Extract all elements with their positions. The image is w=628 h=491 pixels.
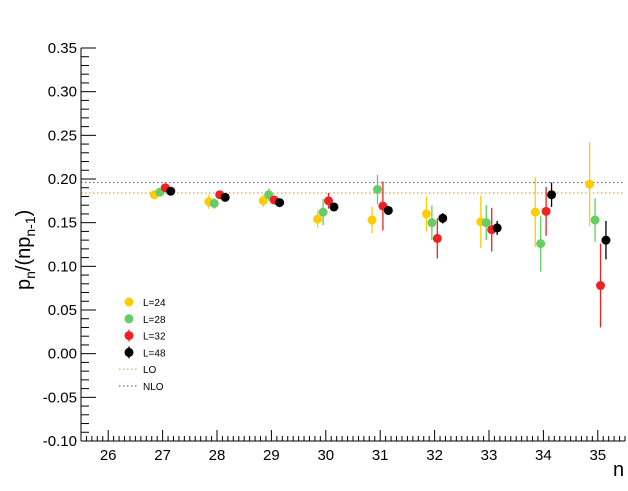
y-tick-label: 0.10: [48, 258, 77, 275]
data-point: [590, 215, 600, 225]
series-l-32: [160, 181, 606, 328]
legend-label: L=32: [143, 332, 166, 343]
data-point: [383, 205, 393, 215]
y-tick-label: -0.05: [43, 389, 77, 406]
data-point: [258, 196, 268, 206]
x-tick-label: 34: [535, 447, 552, 464]
data-point: [432, 233, 442, 243]
data-point: [547, 190, 557, 200]
y-tick-label: 0.25: [48, 127, 77, 144]
legend-marker-icon: [124, 297, 134, 307]
data-point: [530, 207, 540, 217]
legend-item-l-24: L=24: [124, 297, 166, 309]
data-point: [209, 198, 219, 208]
series-l-24: [149, 142, 595, 248]
legend-marker-icon: [124, 314, 134, 324]
y-title-sub1: n: [22, 271, 38, 279]
data-point: [601, 235, 611, 245]
legend-label: LO: [143, 365, 157, 376]
legend-label: L=24: [143, 298, 166, 309]
series-layer: [149, 142, 611, 328]
data-point: [427, 218, 437, 228]
data-point: [275, 198, 285, 208]
legend-item-lo: LO: [119, 365, 157, 376]
legend-marker-icon: [124, 347, 134, 357]
legend-item-l-32: L=32: [124, 329, 166, 343]
y-axis-title: pn/(npn-1): [13, 210, 38, 290]
legend-label: L=48: [143, 348, 166, 359]
data-point: [481, 218, 491, 228]
x-tick-label: 33: [481, 447, 498, 464]
data-point: [220, 192, 230, 202]
series-l-28: [155, 174, 600, 272]
data-point: [329, 202, 339, 212]
legend-item-l-28: L=28: [124, 314, 166, 326]
data-point: [536, 239, 546, 249]
legend-label: L=28: [143, 315, 166, 326]
x-tick-label: 32: [426, 447, 443, 464]
y-tick-label: -0.10: [43, 433, 77, 450]
legend: L=24 L=28 L=32 L=48 LO NLO: [119, 297, 166, 393]
data-point: [318, 207, 328, 217]
legend-label: NLO: [143, 382, 164, 393]
y-title-mid: /(np: [13, 237, 35, 271]
y-title-end: ): [13, 210, 35, 217]
x-tick-label: 27: [154, 447, 171, 464]
data-point: [438, 213, 448, 223]
data-point: [596, 281, 606, 291]
y-axis: -0.10 -0.05 0.00 0.05 0.10 0.15 0.20 0.25 0.30 0.…: [43, 40, 96, 450]
data-point: [324, 196, 334, 206]
data-point: [585, 179, 595, 189]
x-tick-label: 29: [263, 447, 280, 464]
series-l-48: [166, 182, 611, 260]
y-title-sub2: n-1: [22, 216, 38, 236]
data-point: [367, 215, 377, 225]
y-tick-label: 0.00: [48, 346, 77, 363]
y-tick-label: 0.30: [48, 84, 77, 101]
data-point: [166, 186, 176, 196]
y-tick-label: 0.15: [48, 215, 77, 232]
data-point: [541, 206, 551, 216]
data-point: [421, 209, 431, 219]
x-axis: 26 27 28 29 30 31 32 33 34 35: [80, 430, 626, 464]
x-tick-label: 28: [209, 447, 226, 464]
legend-item-l-48: L=48: [124, 346, 166, 359]
y-tick-label: 0.20: [48, 171, 77, 188]
x-tick-label: 31: [372, 447, 389, 464]
legend-marker-icon: [124, 331, 134, 341]
x-axis-title: n: [613, 459, 624, 481]
y-tick-label: 0.05: [48, 302, 77, 319]
legend-item-nlo: NLO: [119, 382, 164, 393]
x-tick-label: 35: [589, 447, 606, 464]
x-tick-label: 30: [317, 447, 334, 464]
x-tick-label: 26: [100, 447, 117, 464]
y-title-main: p: [13, 279, 35, 290]
data-point: [372, 184, 382, 194]
data-point: [313, 214, 323, 224]
y-tick-label: 0.35: [48, 40, 77, 57]
data-point: [492, 223, 502, 233]
reference-lines: [81, 181, 625, 194]
